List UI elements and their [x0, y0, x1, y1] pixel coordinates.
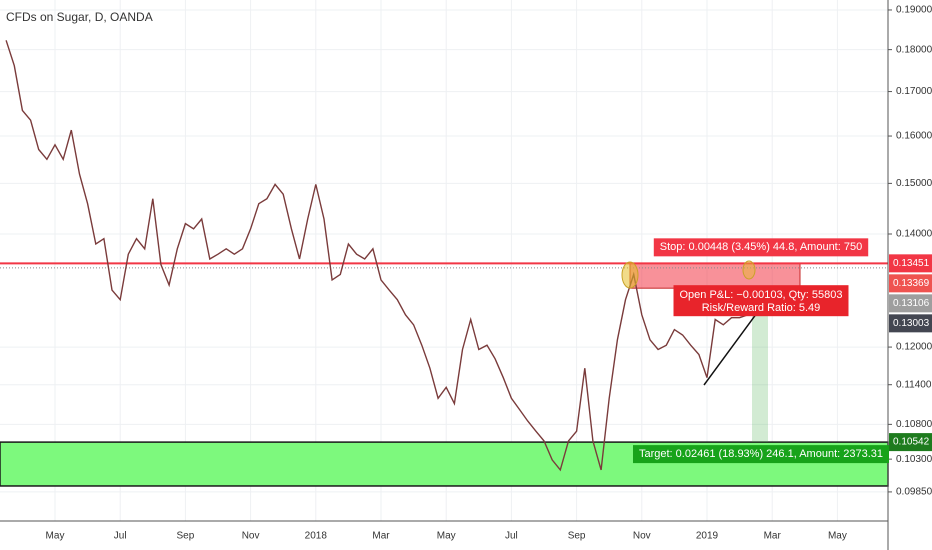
x-tick-label: Jul — [114, 531, 127, 542]
main-layer — [5, 40, 749, 472]
pnl-box — [673, 285, 849, 317]
price-tag — [889, 314, 932, 333]
pnl-label: Open P&L: −0.00103, Qty: 55803 — [680, 289, 843, 301]
y-tick-label: 0.09850 — [896, 487, 932, 498]
y-tick-label: 0.10300 — [896, 454, 932, 465]
y-tick-label: 0.14000 — [896, 229, 932, 240]
x-tick-label: Sep — [177, 531, 195, 542]
price-tag-label: 0.13106 — [893, 298, 930, 309]
y-tick-label: 0.19000 — [896, 5, 932, 16]
x-tick-label: Mar — [764, 531, 782, 542]
stop-label: Stop: 0.00448 (3.45%) 44.8, Amount: 750 — [660, 241, 862, 253]
y-tick-label: 0.17000 — [896, 86, 932, 97]
y-tick-label: 0.12000 — [896, 342, 932, 353]
under-layer — [0, 0, 889, 521]
chart-title: CFDs on Sugar, D, OANDA — [6, 10, 153, 24]
y-tick-label: 0.11400 — [896, 379, 932, 390]
risk-box — [629, 262, 801, 289]
price-tag-label: 0.13369 — [893, 278, 930, 289]
x-tick-label: May — [828, 531, 847, 542]
price-tag-label: 0.13003 — [893, 318, 930, 329]
price-tag — [889, 294, 932, 313]
x-tick-label: May — [46, 531, 65, 542]
y-tick-label: 0.16000 — [896, 131, 932, 142]
stop-label-box — [653, 238, 869, 257]
price-tag-label: 0.13451 — [893, 258, 930, 269]
highlight-circle — [742, 260, 756, 280]
target-label: Target: 0.02461 (18.93%) 246.1, Amount: … — [639, 448, 883, 460]
x-tick-label: 2019 — [696, 531, 719, 542]
price-tag-label: 0.10542 — [893, 437, 930, 448]
price-tag — [889, 254, 932, 273]
reward-box — [752, 288, 768, 443]
price-tag — [889, 433, 932, 452]
ratio-label: Risk/Reward Ratio: 5.49 — [702, 302, 821, 314]
y-tick-label: 0.10800 — [896, 419, 932, 430]
x-tick-label: May — [437, 531, 456, 542]
x-tick-label: 2018 — [305, 531, 328, 542]
target-label-box — [632, 445, 890, 464]
price-tag — [889, 274, 932, 293]
x-tick-label: Sep — [568, 531, 586, 542]
x-tick-label: Jul — [505, 531, 518, 542]
y-tick-label: 0.15000 — [896, 178, 932, 189]
y-tick-label: 0.18000 — [896, 44, 932, 55]
price-line — [5, 40, 749, 472]
x-tick-label: Nov — [242, 531, 260, 542]
x-tick-label: Mar — [372, 531, 390, 542]
x-tick-label: Nov — [633, 531, 651, 542]
highlight-circle — [621, 261, 639, 289]
